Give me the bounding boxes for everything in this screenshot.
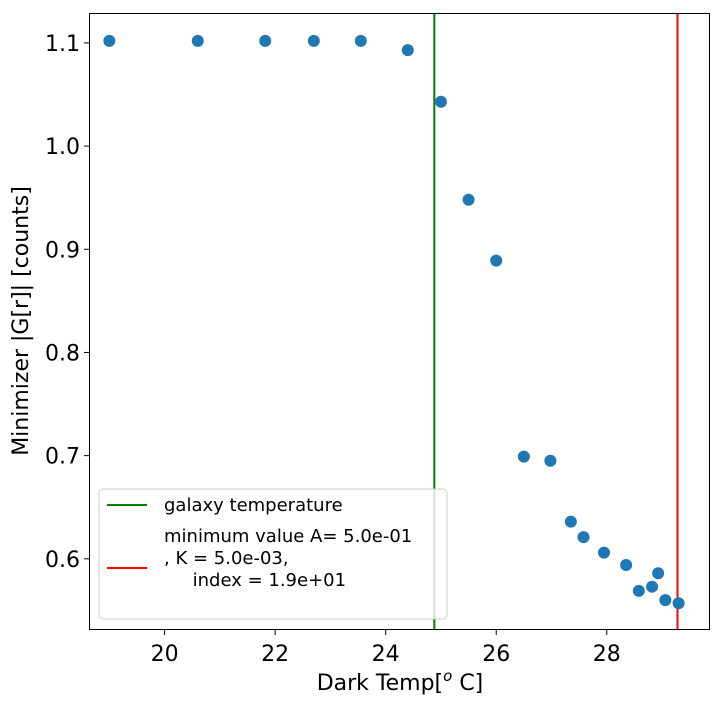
x-tick-label: 24	[372, 642, 400, 667]
data-point-18	[652, 567, 665, 580]
x-tick-label: 26	[482, 642, 510, 667]
data-point-9	[490, 254, 503, 267]
data-points	[103, 34, 685, 610]
data-point-13	[577, 531, 590, 544]
x-tick-label: 28	[593, 642, 621, 667]
x-axis-label: Dark Temp[o C]	[317, 667, 484, 696]
y-tick-label: 0.7	[45, 445, 80, 470]
y-axis-label: Minimizer |G[r]| [counts]	[9, 186, 34, 456]
data-point-3	[259, 34, 272, 47]
legend-label-galaxy-temperature: galaxy temperature	[164, 495, 343, 516]
legend: galaxy temperature minimum value A= 5.0e-…	[98, 488, 448, 620]
data-point-17	[646, 580, 659, 593]
data-point-4	[307, 34, 320, 47]
legend-box	[98, 488, 448, 620]
y-tick-label: 0.8	[45, 341, 80, 366]
y-axis-ticks: 0.6 0.7 0.8 0.9 1.0 1.1	[45, 32, 90, 573]
x-tick-label: 22	[261, 642, 289, 667]
data-point-11	[544, 454, 557, 467]
data-point-2	[191, 34, 204, 47]
data-point-1	[103, 34, 116, 47]
x-axis-ticks: 20 22 24 26 28	[151, 629, 621, 667]
data-point-16	[632, 584, 645, 597]
y-tick-label: 1.0	[45, 135, 80, 160]
y-tick-label: 1.1	[45, 32, 80, 57]
data-point-7	[434, 95, 447, 108]
data-point-15	[620, 559, 633, 572]
data-point-6	[401, 44, 414, 57]
legend-label-minimum-value-line-3: index = 1.9e+01	[164, 570, 346, 591]
data-point-19	[659, 594, 672, 607]
legend-label-minimum-value-line-2: , K = 5.0e-03,	[164, 548, 289, 569]
x-tick-label: 20	[151, 642, 179, 667]
data-point-20	[672, 597, 685, 610]
data-point-5	[354, 34, 367, 47]
legend-label-minimum-value-line-1: minimum value A= 5.0e-01	[164, 526, 412, 547]
y-tick-label: 0.9	[45, 238, 80, 263]
data-point-12	[564, 515, 577, 528]
data-point-8	[462, 193, 475, 206]
data-point-10	[517, 450, 530, 463]
plot-area-frame	[89, 13, 710, 630]
y-tick-label: 0.6	[45, 548, 80, 573]
data-point-14	[597, 546, 610, 559]
